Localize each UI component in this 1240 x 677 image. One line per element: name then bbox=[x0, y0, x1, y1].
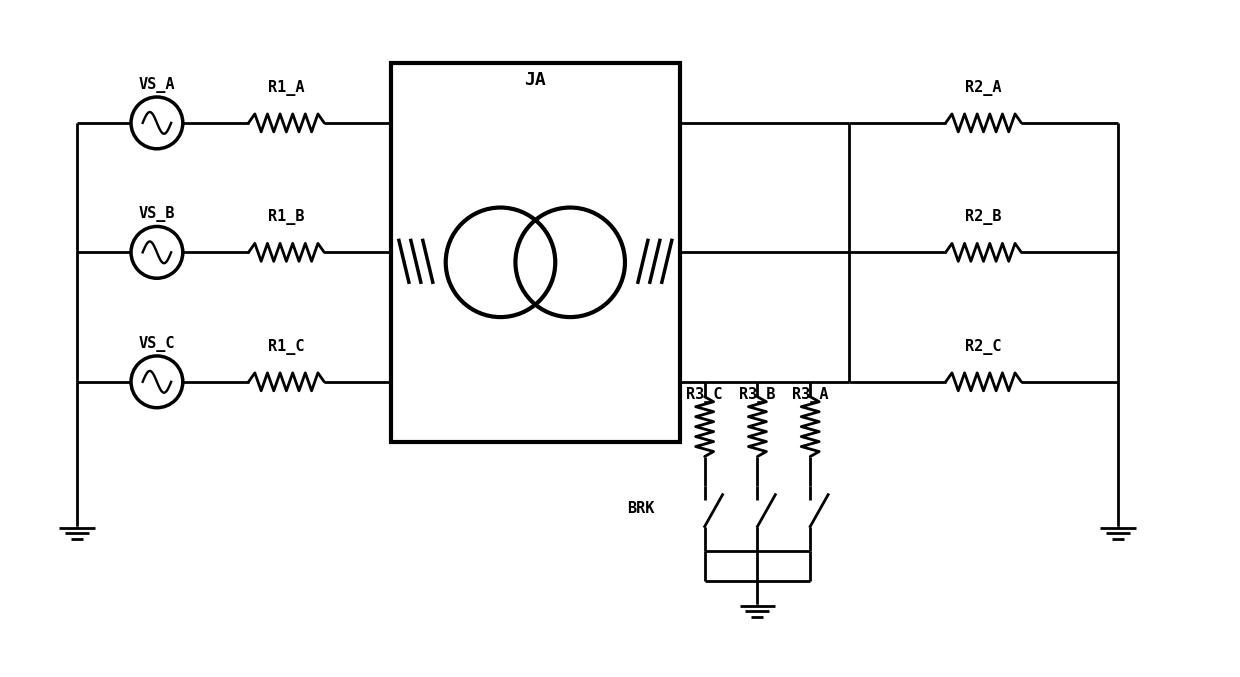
Text: JA: JA bbox=[525, 71, 547, 89]
Text: R3_B: R3_B bbox=[739, 387, 776, 403]
Text: R1_A: R1_A bbox=[268, 80, 305, 96]
Text: R1_C: R1_C bbox=[268, 339, 305, 355]
Text: VS_A: VS_A bbox=[139, 77, 175, 93]
Text: BRK: BRK bbox=[627, 501, 655, 516]
Text: R1_B: R1_B bbox=[268, 209, 305, 225]
Text: R3_C: R3_C bbox=[687, 387, 723, 403]
FancyBboxPatch shape bbox=[391, 63, 680, 441]
Text: VS_B: VS_B bbox=[139, 206, 175, 223]
Text: R2_B: R2_B bbox=[965, 209, 1002, 225]
Text: R2_C: R2_C bbox=[965, 339, 1002, 355]
Text: R3_A: R3_A bbox=[792, 387, 828, 403]
Text: R2_A: R2_A bbox=[965, 80, 1002, 96]
Text: VS_C: VS_C bbox=[139, 336, 175, 352]
